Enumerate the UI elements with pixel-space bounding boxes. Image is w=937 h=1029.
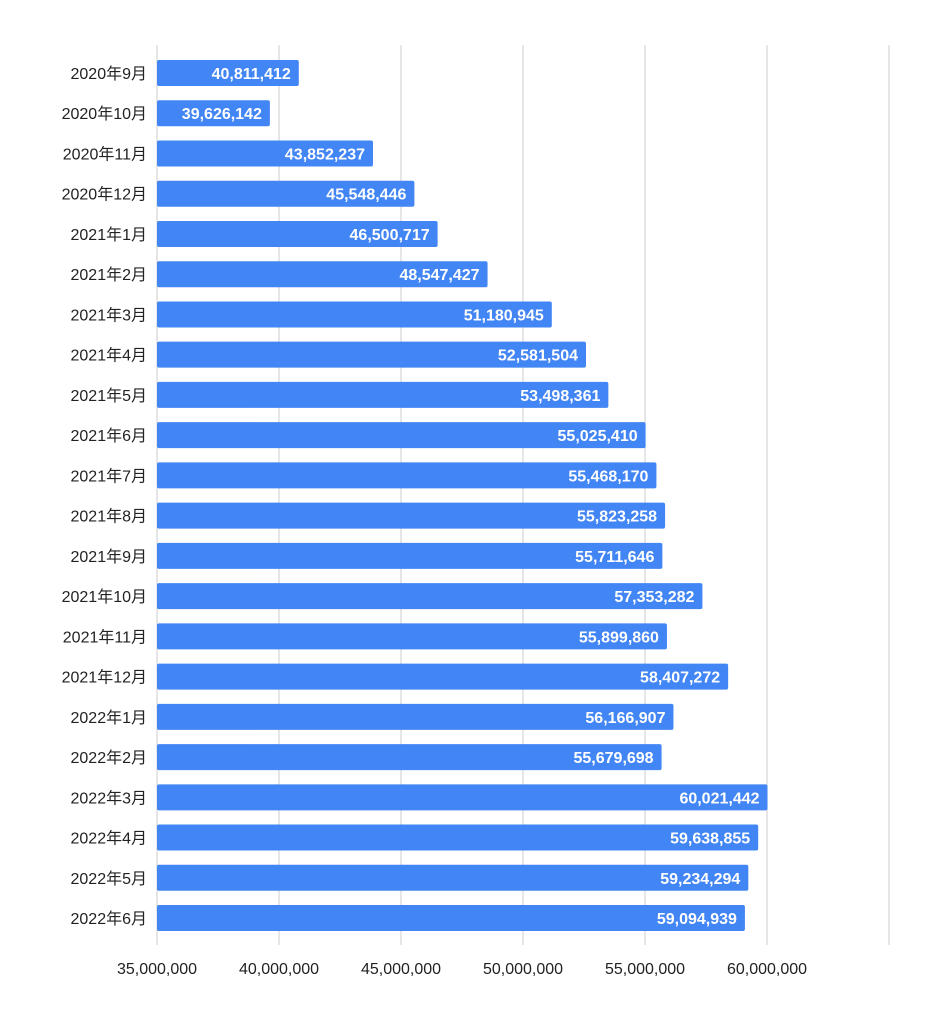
data-label-15: 58,407,272 bbox=[640, 670, 720, 687]
category-label-19: 2022年4月 bbox=[71, 830, 148, 848]
category-label-10: 2021年7月 bbox=[71, 467, 148, 485]
data-label-0: 40,811,412 bbox=[212, 66, 291, 83]
bar-2 bbox=[157, 140, 373, 167]
data-label-20: 59,234,294 bbox=[660, 871, 740, 888]
x-axis-tick-labels: 35,000,000 40,000,000 45,000,000 50,000,000… bbox=[117, 961, 807, 978]
bar-14 bbox=[157, 623, 667, 650]
category-label-12: 2021年9月 bbox=[71, 548, 148, 566]
data-label-21: 59,094,939 bbox=[657, 911, 737, 928]
category-label-18: 2022年3月 bbox=[71, 789, 148, 807]
x-tick-label-1: 40,000,000 bbox=[239, 961, 319, 978]
data-label-3: 45,548,446 bbox=[326, 187, 406, 204]
data-label-8: 53,498,361 bbox=[520, 388, 600, 405]
category-label-4: 2021年1月 bbox=[71, 226, 148, 244]
bar-18 bbox=[157, 784, 768, 811]
category-label-17: 2022年2月 bbox=[71, 749, 148, 767]
bar-8 bbox=[157, 381, 609, 408]
category-label-11: 2021年8月 bbox=[71, 508, 148, 526]
bar-15 bbox=[157, 663, 729, 690]
category-label-3: 2020年12月 bbox=[62, 186, 147, 204]
category-label-20: 2022年5月 bbox=[71, 870, 148, 888]
category-label-1: 2020年10月 bbox=[62, 105, 147, 123]
x-tick-label-0: 35,000,000 bbox=[117, 961, 197, 978]
data-label-7: 52,581,504 bbox=[498, 348, 578, 365]
x-tick-label-3: 50,000,000 bbox=[483, 961, 563, 978]
data-label-2: 43,852,237 bbox=[285, 146, 365, 163]
category-label-16: 2022年1月 bbox=[71, 709, 148, 727]
bar-20 bbox=[157, 864, 749, 891]
x-tick-label-2: 45,000,000 bbox=[361, 961, 441, 978]
data-label-9: 55,025,410 bbox=[558, 428, 638, 445]
data-label-5: 48,547,427 bbox=[399, 267, 479, 284]
data-label-16: 56,166,907 bbox=[585, 710, 665, 727]
bar-7 bbox=[157, 341, 586, 368]
data-label-19: 59,638,855 bbox=[670, 831, 750, 848]
bar-12 bbox=[157, 542, 663, 569]
data-label-14: 55,899,860 bbox=[579, 629, 659, 646]
bar-21 bbox=[157, 905, 745, 932]
category-label-15: 2021年12月 bbox=[62, 669, 147, 687]
bars: 40,811,412 39,626,142 43,852,237 45,548,446… bbox=[157, 60, 768, 932]
bar-9 bbox=[157, 422, 646, 449]
bar-4 bbox=[157, 220, 438, 247]
data-label-4: 46,500,717 bbox=[350, 227, 430, 244]
category-label-13: 2021年10月 bbox=[62, 588, 147, 606]
bar-13 bbox=[157, 583, 703, 610]
category-labels: 2020年9月 2020年10月 2020年11月 2020年12月 2021年1月 20… bbox=[62, 65, 147, 928]
bar-6 bbox=[157, 301, 552, 328]
bar-17 bbox=[157, 744, 662, 771]
data-label-10: 55,468,170 bbox=[568, 468, 648, 485]
category-label-2: 2020年11月 bbox=[63, 145, 147, 163]
bar-5 bbox=[157, 261, 488, 288]
data-label-13: 57,353,282 bbox=[614, 589, 694, 606]
data-label-18: 60,021,442 bbox=[679, 790, 759, 807]
category-label-7: 2021年4月 bbox=[71, 347, 148, 365]
bar-1 bbox=[157, 100, 270, 127]
category-label-9: 2021年6月 bbox=[71, 427, 148, 445]
data-label-6: 51,180,945 bbox=[464, 307, 544, 324]
data-label-11: 55,823,258 bbox=[577, 509, 657, 526]
x-tick-label-5: 60,000,000 bbox=[727, 961, 807, 978]
bar-3 bbox=[157, 180, 415, 207]
data-label-17: 55,679,698 bbox=[574, 750, 654, 767]
category-label-5: 2021年2月 bbox=[71, 266, 148, 284]
category-label-21: 2022年6月 bbox=[71, 910, 148, 928]
data-label-12: 55,711,646 bbox=[575, 549, 654, 566]
category-label-6: 2021年3月 bbox=[71, 306, 148, 324]
x-tick-label-4: 55,000,000 bbox=[605, 961, 685, 978]
bar-11 bbox=[157, 502, 666, 529]
category-label-8: 2021年5月 bbox=[71, 387, 148, 405]
category-label-14: 2021年11月 bbox=[63, 628, 147, 646]
data-label-1: 39,626,142 bbox=[182, 106, 262, 123]
bar-19 bbox=[157, 824, 759, 851]
bar-0 bbox=[157, 60, 299, 86]
bar-10 bbox=[157, 462, 657, 489]
bar-16 bbox=[157, 703, 674, 730]
category-label-0: 2020年9月 bbox=[71, 65, 148, 83]
